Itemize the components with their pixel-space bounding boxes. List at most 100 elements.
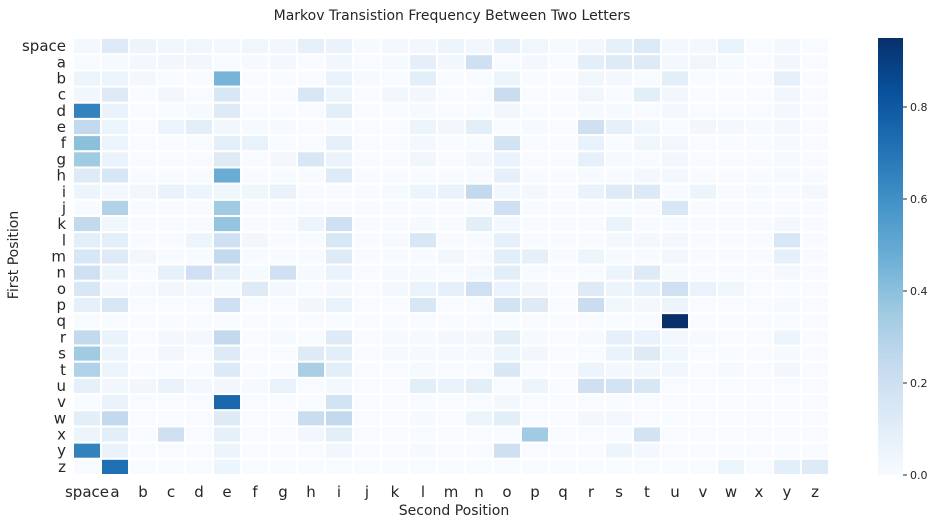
heatmap-cell-n-k — [380, 263, 410, 282]
heatmap-cell-e-h — [296, 117, 326, 137]
heatmap-cell-j-d — [184, 198, 214, 218]
heatmap-cell-r-u — [660, 328, 690, 347]
heatmap-cell-w-r — [576, 409, 606, 428]
row-label-z: z — [58, 458, 66, 476]
heatmap-cell-t-p — [520, 360, 550, 379]
heatmap-cell-h-o — [492, 166, 522, 185]
heatmap-cell-j-m — [436, 198, 466, 218]
heatmap-cell-f-o — [492, 134, 522, 153]
heatmap-cell-z-v — [688, 457, 718, 476]
heatmap-cell-f-h — [296, 134, 326, 153]
heatmap-cell-n-u — [660, 263, 690, 282]
heatmap-cell-i-b — [128, 182, 158, 201]
heatmap-cell-i-p — [520, 182, 550, 201]
heatmap-cell-p-w — [716, 295, 746, 315]
heatmap-cells — [72, 37, 830, 476]
heatmap-cell-p-o — [492, 295, 522, 315]
heatmap-cell-p-v — [688, 295, 718, 315]
heatmap-cell-g-f — [240, 150, 270, 169]
heatmap-cell-space-u — [660, 37, 690, 56]
heatmap-cell-b-z — [800, 69, 830, 88]
heatmap-cell-s-y — [772, 344, 802, 363]
heatmap-cell-l-c — [156, 231, 186, 250]
heatmap-cell-m-f — [240, 247, 270, 266]
heatmap-cell-w-g — [268, 409, 298, 428]
heatmap-cell-l-s — [604, 231, 634, 250]
heatmap-cell-a-h — [296, 53, 326, 72]
heatmap-cell-s-b — [128, 344, 158, 363]
heatmap-cell-e-d — [184, 117, 214, 137]
heatmap-cell-g-q — [548, 150, 578, 169]
heatmap-cell-a-q — [548, 53, 578, 72]
heatmap-cell-t-s — [604, 360, 634, 379]
colorbar-ticks: 0.0 0.2 0.4 0.6 0.8 — [903, 101, 928, 482]
heatmap-cell-u-s — [604, 376, 634, 396]
heatmap-cell-u-b — [128, 376, 158, 396]
heatmap-cell-q-e — [212, 312, 242, 331]
heatmap-cell-c-j — [352, 85, 382, 104]
heatmap-cell-d-b — [128, 101, 158, 120]
heatmap-cell-space-i — [324, 37, 354, 56]
heatmap-cell-w-f — [240, 409, 270, 428]
heatmap-cell-t-d — [184, 360, 214, 379]
heatmap-cell-j-n — [464, 198, 494, 218]
heatmap-cell-z-u — [660, 457, 690, 476]
heatmap-cell-i-e — [212, 182, 242, 201]
heatmap-cell-g-v — [688, 150, 718, 169]
heatmap-cell-space-p — [520, 37, 550, 56]
heatmap-cell-o-h — [296, 279, 326, 298]
heatmap-cell-p-r — [576, 295, 606, 315]
heatmap-cell-b-m — [436, 69, 466, 88]
heatmap-cell-g-c — [156, 150, 186, 169]
heatmap-cell-h-s — [604, 166, 634, 185]
row-label-u: u — [56, 377, 66, 395]
heatmap-cell-p-y — [772, 295, 802, 315]
heatmap-cell-y-q — [548, 441, 578, 460]
column-label-p: p — [530, 483, 540, 501]
heatmap-cell-s-m — [436, 344, 466, 363]
heatmap-cell-l-n — [464, 231, 494, 250]
row-label-q: q — [56, 312, 66, 330]
heatmap-cell-s-g — [268, 344, 298, 363]
heatmap-cell-n-x — [744, 263, 774, 282]
heatmap-cell-w-space — [72, 409, 102, 428]
heatmap-cell-b-c — [156, 69, 186, 88]
column-label-j: j — [364, 483, 369, 501]
heatmap-cell-p-e — [212, 295, 242, 315]
heatmap-cell-s-q — [548, 344, 578, 363]
heatmap-cell-d-t — [632, 101, 662, 120]
heatmap-cell-i-g — [268, 182, 298, 201]
heatmap-cell-o-f — [240, 279, 270, 298]
heatmap-cell-y-m — [436, 441, 466, 460]
heatmap-cell-c-a — [100, 85, 130, 104]
heatmap-cell-z-m — [436, 457, 466, 476]
heatmap-cell-space-w — [716, 37, 746, 56]
heatmap-cell-b-space — [72, 69, 102, 88]
heatmap-cell-z-d — [184, 457, 214, 476]
heatmap-cell-c-s — [604, 85, 634, 104]
heatmap-cell-r-j — [352, 328, 382, 347]
heatmap-cell-x-u — [660, 425, 690, 444]
heatmap-cell-space-f — [240, 37, 270, 56]
row-label-m: m — [51, 248, 66, 266]
heatmap-cell-w-s — [604, 409, 634, 428]
heatmap-cell-y-g — [268, 441, 298, 460]
heatmap-cell-h-h — [296, 166, 326, 185]
heatmap-cell-s-i — [324, 344, 354, 363]
heatmap-cell-t-z — [800, 360, 830, 379]
heatmap-cell-h-f — [240, 166, 270, 185]
heatmap-cell-r-b — [128, 328, 158, 347]
heatmap-cell-i-r — [576, 182, 606, 201]
row-label-a: a — [57, 53, 66, 71]
heatmap-cell-s-z — [800, 344, 830, 363]
heatmap-cell-f-k — [380, 134, 410, 153]
heatmap-cell-o-a — [100, 279, 130, 298]
column-label-x: x — [755, 483, 764, 501]
heatmap-cell-w-l — [408, 409, 438, 428]
heatmap-cell-c-space — [72, 85, 102, 104]
heatmap-cell-q-s — [604, 312, 634, 331]
heatmap-cell-r-e — [212, 328, 242, 347]
heatmap-cell-p-a — [100, 295, 130, 315]
column-label-b: b — [138, 483, 148, 501]
heatmap-cell-v-y — [772, 393, 802, 412]
